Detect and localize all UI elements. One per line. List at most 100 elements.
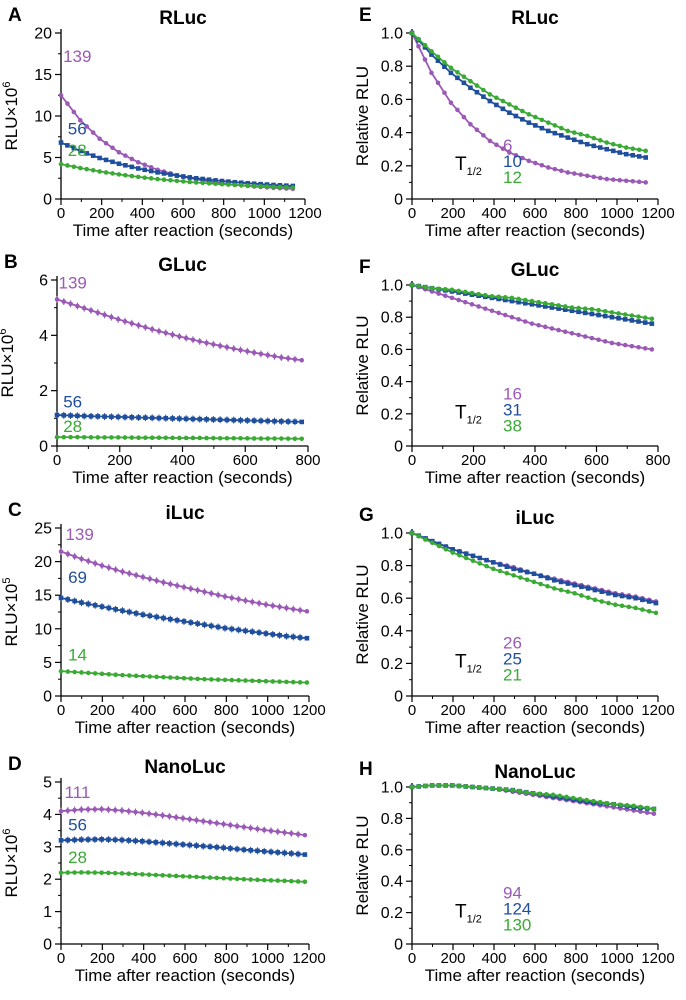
data-point [513, 113, 519, 119]
data-point [119, 837, 125, 843]
data-point [75, 303, 80, 309]
data-point [229, 677, 235, 683]
data-point [416, 43, 421, 49]
data-point [102, 435, 107, 440]
y-tick-label: 0.4 [381, 623, 403, 640]
halflife-value: 38 [503, 416, 522, 435]
x-tick-label: 600 [584, 452, 609, 469]
data-point [222, 625, 228, 631]
series-blue: 56 [54, 392, 305, 426]
series-blue [409, 30, 648, 160]
series-line [56, 298, 302, 362]
data-point [642, 320, 648, 325]
data-point [238, 435, 243, 441]
panel-title: iLuc [165, 503, 204, 524]
data-point [476, 291, 481, 297]
data-point [116, 149, 122, 155]
data-point [58, 668, 64, 674]
series-label: 139 [63, 47, 91, 66]
panel-title: NanoLuc [494, 762, 576, 783]
x-tick-label: 800 [211, 205, 236, 222]
data-point [173, 873, 179, 879]
data-point [522, 300, 528, 306]
data-point [116, 161, 122, 167]
data-point [578, 172, 584, 177]
data-point [153, 812, 159, 817]
data-point [646, 608, 652, 614]
data-point [123, 172, 128, 178]
data-point [484, 563, 489, 569]
y-axis-label-exponent: 5 [1, 578, 13, 584]
data-point [636, 154, 642, 159]
data-point [231, 346, 237, 351]
data-point [113, 672, 118, 678]
data-point [502, 297, 508, 303]
data-point [295, 879, 301, 884]
x-axis-label: Time after reaction (seconds) [425, 966, 645, 985]
data-point [546, 165, 551, 170]
data-point [591, 174, 597, 180]
data-point [285, 356, 291, 361]
data-point [509, 295, 515, 301]
panel-letter: A [8, 5, 22, 26]
data-point [416, 283, 421, 289]
data-point [579, 584, 584, 590]
data-point [500, 98, 506, 104]
data-point [238, 347, 243, 353]
data-point [579, 593, 584, 598]
y-tick-label: 4 [39, 328, 48, 345]
data-point [58, 808, 64, 814]
x-tick-label: 200 [440, 702, 465, 719]
data-point [558, 579, 564, 585]
data-point [487, 138, 493, 144]
data-point [633, 605, 638, 611]
data-point [565, 581, 571, 586]
data-point [177, 435, 182, 441]
data-point [469, 290, 475, 296]
data-point [285, 436, 291, 441]
y-tick-label: 0.2 [381, 656, 403, 673]
data-point [99, 604, 105, 609]
data-point [562, 307, 568, 312]
data-point [539, 125, 545, 131]
data-point [584, 797, 590, 803]
data-point [422, 57, 428, 62]
data-point [275, 878, 281, 883]
data-point [284, 633, 289, 639]
data-point [565, 170, 571, 175]
halflife-value: 16 [503, 384, 522, 403]
data-point [533, 114, 538, 120]
data-point [638, 809, 643, 814]
x-tick-label: 0 [57, 702, 65, 719]
data-point [86, 601, 91, 607]
data-point [256, 678, 262, 684]
data-point [187, 874, 193, 879]
data-point [578, 131, 584, 137]
data-point [463, 289, 468, 295]
data-point [507, 110, 512, 115]
data-point [502, 295, 508, 300]
data-point [146, 811, 152, 816]
data-point [599, 589, 605, 594]
data-point [226, 182, 231, 187]
data-point [617, 150, 623, 155]
data-point [243, 628, 248, 634]
panel-d: D NanoLuc 0 1 2 3 4 5 0 200 400 600 800 1000 1200Time … [1, 754, 326, 985]
data-point [72, 807, 77, 813]
data-point [248, 825, 253, 831]
y-axis-label-exponent: 6 [1, 82, 13, 88]
y-tick-label: 0.4 [381, 374, 403, 391]
series-label: 139 [59, 273, 87, 292]
data-point [65, 669, 71, 674]
series-blue [409, 530, 659, 606]
data-point [626, 604, 632, 610]
data-point [102, 414, 107, 419]
data-point [290, 679, 296, 685]
data-point [123, 163, 128, 168]
data-point [79, 556, 84, 562]
series-line [60, 808, 306, 836]
data-point [636, 319, 641, 324]
data-point [195, 621, 200, 626]
data-point [99, 837, 104, 842]
